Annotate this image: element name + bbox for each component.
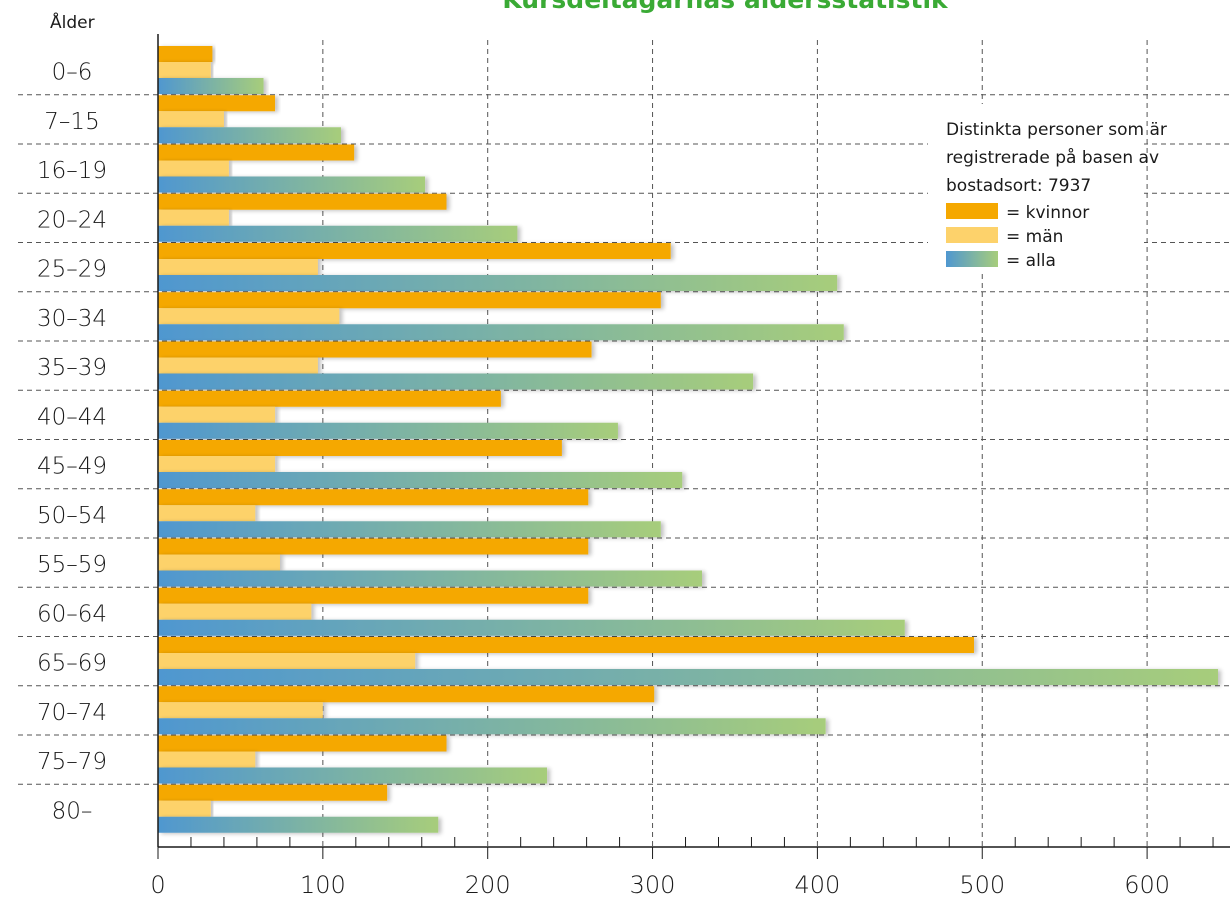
category-label-14: 70–74 [37, 700, 107, 726]
category-label-15: 75–79 [37, 749, 107, 775]
bar-man-14 [158, 702, 323, 719]
bar-alla-6 [158, 324, 844, 341]
bar-man-16 [158, 800, 211, 817]
bar-man-6 [158, 308, 340, 325]
bar-alla-1 [158, 78, 264, 94]
bar-alla-16 [158, 816, 439, 833]
bar-kvinnor-1 [158, 46, 213, 62]
bar-alla-11 [158, 570, 703, 587]
x-tick-label-400: 400 [794, 871, 840, 897]
bar-kvinnor-12 [158, 587, 589, 604]
x-tick-label-600: 600 [1124, 871, 1170, 897]
bar-man-9 [158, 456, 276, 472]
x-tick-label-300: 300 [630, 871, 676, 897]
category-label-8: 40–44 [37, 404, 107, 430]
bar-alla-13 [158, 669, 1218, 685]
category-label-6: 30–34 [37, 306, 107, 332]
y-axis-label: Ålder [50, 11, 95, 33]
legend-note-line-1: Distinkta personer som är [946, 120, 1167, 140]
legend-swatch-man [946, 227, 998, 243]
category-label-3: 16–19 [37, 158, 107, 184]
x-tick-label-200: 200 [465, 871, 511, 897]
x-tick-label-500: 500 [959, 871, 1005, 897]
bar-man-8 [158, 406, 276, 423]
legend-swatch-kvinnor [946, 203, 998, 219]
bar-man-10 [158, 505, 256, 522]
x-tick-label-100: 100 [300, 871, 346, 897]
bar-kvinnor-13 [158, 637, 975, 653]
horizontal-gridlines [18, 94, 1230, 785]
bar-alla-12 [158, 619, 905, 636]
bars [158, 46, 1218, 833]
bar-alla-2 [158, 127, 341, 144]
category-label-12: 60–64 [37, 601, 107, 627]
category-label-11: 55–59 [37, 552, 107, 578]
bar-kvinnor-8 [158, 390, 501, 407]
bar-kvinnor-4 [158, 193, 447, 210]
bar-alla-4 [158, 225, 518, 242]
category-labels: 0–6 7–15 16–19 20–24 25–29 30–34 35–39 40–44 45–… [37, 60, 107, 825]
legend: Distinkta personer som är registrerade p… [928, 104, 1167, 272]
bar-man-11 [158, 554, 280, 571]
bar-kvinnor-2 [158, 95, 276, 112]
bar-alla-15 [158, 767, 548, 784]
legend-note-line-3: bostadsort: 7937 [946, 176, 1091, 196]
bar-kvinnor-14 [158, 686, 655, 703]
bar-alla-3 [158, 176, 426, 193]
bar-kvinnor-7 [158, 341, 592, 358]
bar-kvinnor-5 [158, 243, 671, 259]
x-axis-ticks: 0 100 200 300 400 500 600 [150, 837, 1214, 897]
legend-label-kvinnor: = kvinnor [1006, 203, 1089, 223]
bar-alla-9 [158, 472, 683, 488]
bar-man-3 [158, 160, 229, 177]
bar-alla-14 [158, 718, 826, 735]
bar-alla-5 [158, 275, 838, 291]
x-tick-label-0: 0 [150, 871, 165, 897]
bar-alla-7 [158, 373, 754, 390]
bar-alla-10 [158, 521, 661, 538]
bar-kvinnor-9 [158, 440, 562, 456]
legend-background [928, 104, 1144, 272]
category-label-5: 25–29 [37, 257, 107, 283]
legend-swatch-alla [946, 251, 998, 267]
bar-man-5 [158, 259, 318, 275]
category-label-2: 7–15 [44, 109, 99, 135]
bar-man-12 [158, 603, 312, 620]
bar-man-4 [158, 209, 229, 226]
legend-label-alla: = alla [1006, 251, 1056, 271]
legend-note-line-2: registrerade på basen av [946, 147, 1159, 168]
category-label-10: 50–54 [37, 503, 107, 529]
bar-kvinnor-16 [158, 784, 388, 801]
bar-man-7 [158, 357, 318, 374]
bar-kvinnor-10 [158, 489, 589, 506]
bar-alla-8 [158, 422, 618, 439]
legend-label-man: = män [1006, 227, 1063, 247]
bar-man-1 [158, 62, 211, 78]
chart-title: Kursdeltagarnas åldersstatistik [502, 0, 949, 14]
category-label-16: 80– [52, 798, 93, 824]
bar-kvinnor-6 [158, 292, 661, 309]
bar-man-15 [158, 751, 256, 768]
bar-kvinnor-3 [158, 144, 355, 161]
category-label-4: 20–24 [37, 207, 107, 233]
category-label-9: 45–49 [37, 454, 107, 480]
bar-kvinnor-11 [158, 538, 589, 555]
category-label-13: 65–69 [37, 651, 107, 677]
category-label-7: 35–39 [37, 355, 107, 381]
category-label-1: 0–6 [52, 60, 93, 86]
bar-man-2 [158, 111, 224, 128]
bar-man-13 [158, 653, 416, 669]
bar-kvinnor-15 [158, 735, 447, 752]
